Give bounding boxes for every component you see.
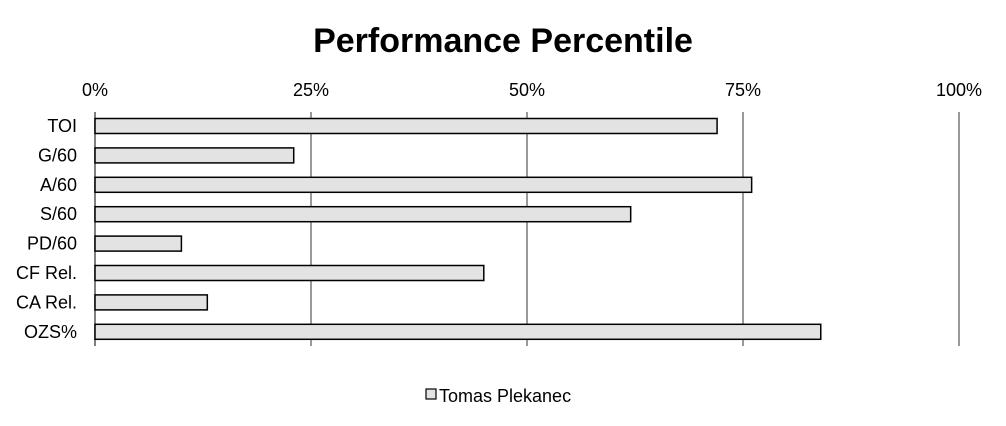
chart-title: Performance Percentile (313, 22, 693, 60)
bar (94, 323, 822, 341)
category-label: S/60 (40, 204, 77, 224)
category-label: A/60 (40, 175, 77, 195)
bar (94, 294, 209, 311)
category-label: OZS% (24, 322, 77, 342)
bars (94, 117, 822, 341)
category-label: G/60 (38, 145, 77, 165)
grid (94, 112, 960, 346)
legend: Tomas Plekanec (425, 386, 571, 406)
legend-label: Tomas Plekanec (439, 386, 571, 406)
x-tick-label: 0% (82, 80, 108, 100)
x-axis-ticks: 0% 25% 50% 75% 100% (82, 80, 982, 100)
bar (94, 147, 295, 164)
x-tick-label: 50% (509, 80, 545, 100)
category-label: PD/60 (27, 234, 77, 254)
x-tick-label: 100% (936, 80, 982, 100)
category-label: TOI (47, 116, 77, 136)
category-label: CA Rel. (16, 292, 77, 312)
legend-swatch (425, 388, 437, 400)
bar (94, 264, 485, 282)
bar (94, 205, 632, 223)
bar (94, 176, 753, 194)
bar (94, 235, 183, 252)
category-label: CF Rel. (16, 263, 77, 283)
category-labels: TOI G/60 A/60 S/60 PD/60 CF Rel. CA Rel. OZS% (16, 116, 77, 342)
bar (94, 117, 718, 135)
x-tick-label: 75% (725, 80, 761, 100)
x-tick-label: 25% (293, 80, 329, 100)
